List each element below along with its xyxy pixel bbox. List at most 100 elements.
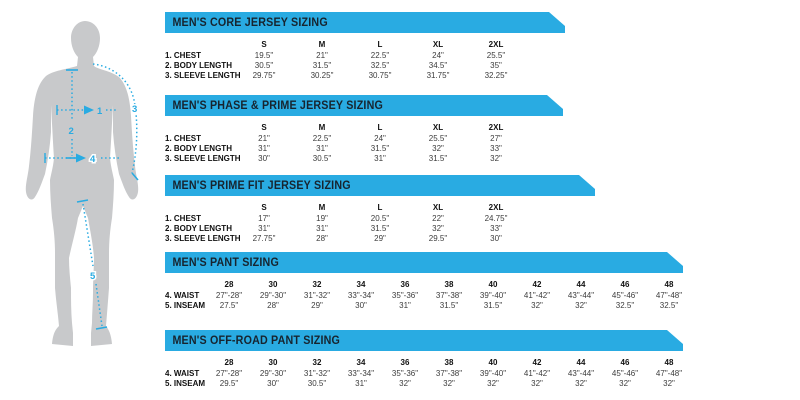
- measurement-value: 32.5": [659, 300, 679, 310]
- size-column-header: M: [318, 123, 326, 132]
- measurement-value: 24.75": [484, 213, 508, 223]
- size-column-header: 44: [576, 358, 586, 367]
- measurement-row-label: 1. CHEST: [165, 133, 202, 143]
- size-column-header: L: [377, 40, 383, 49]
- measurement-value: 29.5": [219, 378, 239, 388]
- measurement-row-label: 4. WAIST: [165, 368, 200, 378]
- measurement-value: 32": [432, 143, 444, 153]
- measurement-value: 41"-42": [523, 368, 551, 378]
- column-header-row: S M L XL 2XL: [165, 202, 595, 213]
- measurement-value: 30": [267, 378, 279, 388]
- core-jersey-banner: MEN'S CORE JERSEY SIZING: [165, 12, 565, 33]
- measurement-value: 22": [432, 213, 444, 223]
- table-title: MEN'S OFF-ROAD PANT SIZING: [172, 334, 341, 347]
- measurement-value: 31"-32": [303, 368, 331, 378]
- measurement-value: 22.5": [312, 133, 332, 143]
- measurement-value: 21": [258, 133, 270, 143]
- measurement-row-label: 3. SLEEVE LENGTH: [165, 70, 241, 80]
- measurement-value: 35": [490, 60, 502, 70]
- measurement-value: 31": [355, 378, 367, 388]
- measurement-value: 20.5": [370, 213, 390, 223]
- size-column-header: M: [318, 40, 326, 49]
- measurement-value: 31.5": [439, 300, 459, 310]
- column-header-row: S M L XL 2XL: [165, 39, 565, 50]
- measurement-row: 1. CHEST 17" 19" 20.5" 22" 24.75": [165, 213, 595, 223]
- size-column-header: XL: [432, 123, 444, 132]
- measurement-value: 45"-46": [611, 290, 639, 300]
- size-column-header: 2XL: [488, 203, 504, 212]
- measurement-value: 30": [355, 300, 367, 310]
- inseam-measure-line: [76, 199, 108, 330]
- measurement-row: 3. SLEEVE LENGTH 27.75" 28" 29" 29.5" 30": [165, 233, 595, 243]
- man-silhouette: [25, 21, 139, 346]
- measurement-value: 32": [575, 300, 587, 310]
- measurement-value: 43"-44": [567, 368, 595, 378]
- size-column-header: 42: [532, 358, 542, 367]
- measurement-value: 32": [443, 378, 455, 388]
- measurement-value: 28": [316, 233, 328, 243]
- measurement-value: 32.5": [370, 60, 390, 70]
- size-column-header: 30: [268, 280, 278, 289]
- measurement-value: 33"-34": [347, 290, 375, 300]
- waist-measure-label: 4: [90, 154, 96, 165]
- size-column-header: 38: [444, 358, 454, 367]
- measurement-row: 1. CHEST 21" 22.5" 24" 25.5" 27": [165, 133, 563, 143]
- size-column-header: L: [377, 203, 383, 212]
- measurement-value: 35"-36": [391, 368, 419, 378]
- measurement-value: 34.5": [428, 60, 448, 70]
- measurement-value: 25.5": [486, 50, 506, 60]
- size-column-header: 32: [312, 280, 322, 289]
- measurement-value: 33": [490, 223, 502, 233]
- table-phase-prime-jersey-sizing: MEN'S PHASE & PRIME JERSEY SIZING S M L XL 2…: [165, 95, 563, 163]
- measurement-value: 43"-44": [567, 290, 595, 300]
- measurement-value: 29.75": [252, 70, 276, 80]
- inseam-measure-label: 5: [90, 271, 96, 282]
- measurement-value: 39"-40": [479, 368, 507, 378]
- table-title: MEN'S CORE JERSEY SIZING: [172, 16, 328, 29]
- measurement-row: 2. BODY LENGTH 31" 31" 31.5" 32" 33": [165, 223, 595, 233]
- offroad-pant-banner: MEN'S OFF-ROAD PANT SIZING: [165, 330, 683, 351]
- measurement-value: 24": [374, 133, 386, 143]
- measurement-value: 27": [490, 133, 502, 143]
- measurement-value: 32": [487, 378, 499, 388]
- measurement-value: 29"-30": [259, 290, 287, 300]
- measurement-row-label: 3. SLEEVE LENGTH: [165, 233, 241, 243]
- measurement-value: 32.5": [615, 300, 635, 310]
- column-header-row: S M L XL 2XL: [165, 122, 563, 133]
- measurement-row: 4. WAIST 27"-28" 29"-30" 31"-32" 33"-34" 35"-…: [165, 368, 691, 378]
- measurement-row-label: 1. CHEST: [165, 213, 202, 223]
- measurement-value: 33": [490, 143, 502, 153]
- size-column-header: 44: [576, 280, 586, 289]
- measurement-value: 31.5": [312, 60, 332, 70]
- measurement-value: 27"-28": [215, 290, 243, 300]
- measurement-value: 24": [432, 50, 444, 60]
- measurement-value: 45"-46": [611, 368, 639, 378]
- measurement-value: 33"-34": [347, 368, 375, 378]
- table-title: MEN'S PHASE & PRIME JERSEY SIZING: [172, 99, 383, 112]
- table-offroad-pant-sizing: MEN'S OFF-ROAD PANT SIZING 28 30 32 34 36 38 4…: [165, 330, 691, 388]
- size-column-header: 46: [620, 280, 630, 289]
- measurement-value: 31": [374, 153, 386, 163]
- measurement-value: 30.5": [254, 60, 274, 70]
- measurement-value: 30.5": [312, 153, 332, 163]
- measurement-value: 31.5": [370, 223, 390, 233]
- size-column-header: 34: [356, 358, 366, 367]
- prime-fit-jersey-table: S M L XL 2XL 1. CHEST 17" 19" 20.5" 22" 24.75" 2. B…: [165, 202, 595, 243]
- table-title: MEN'S PRIME FIT JERSEY SIZING: [172, 179, 351, 192]
- measurement-row: 2. BODY LENGTH 30.5" 31.5" 32.5" 34.5" 35": [165, 60, 565, 70]
- measurement-row: 4. WAIST 27"-28" 29"-30" 31"-32" 33"-34" 35"-…: [165, 290, 691, 300]
- measurement-value: 39"-40": [479, 290, 507, 300]
- chest-measure-label: 1: [97, 106, 103, 117]
- measurement-value: 17": [258, 213, 270, 223]
- measurement-value: 28": [267, 300, 279, 310]
- sleeve-measure-label: 3: [132, 104, 137, 115]
- measurement-row: 5. INSEAM 29.5" 30" 30.5" 31" 32" 32" 32" 32" 32"…: [165, 378, 691, 388]
- size-column-header: 30: [268, 358, 278, 367]
- measurement-value: 21": [316, 50, 328, 60]
- table-pant-sizing: MEN'S PANT SIZING 28 30 32 34 36 38 40 42 44 46 48…: [165, 252, 691, 310]
- measurement-value: 25.5": [428, 133, 448, 143]
- measurement-row-label: 2. BODY LENGTH: [165, 223, 232, 233]
- size-column-header: 32: [312, 358, 322, 367]
- measurement-value: 47"-48": [655, 290, 683, 300]
